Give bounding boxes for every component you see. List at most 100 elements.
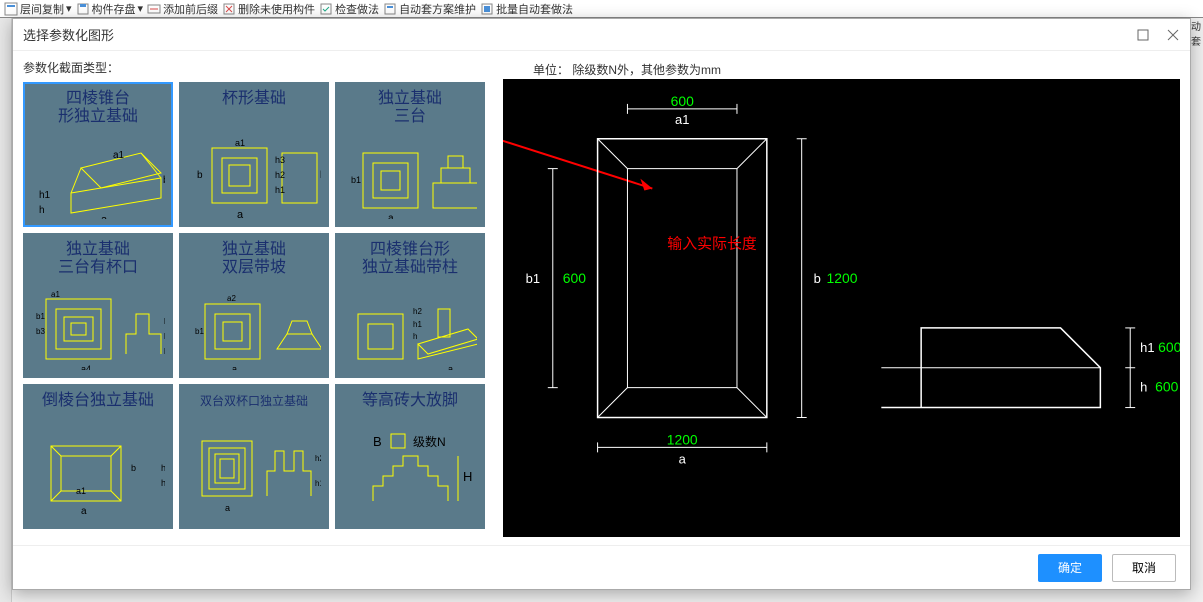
thumbnail-sketch: B 级数N H bbox=[343, 416, 477, 521]
shape-thumbnail[interactable]: 双台双杯口独立基础 a h2 h1 bbox=[179, 384, 329, 529]
thumbnail-sketch: a a1 h1 h b bbox=[31, 128, 165, 219]
svg-text:600: 600 bbox=[1158, 339, 1180, 355]
svg-text:b1: b1 bbox=[195, 327, 204, 336]
shape-thumbnail[interactable]: 独立基础 双层带坡a2b1ab bbox=[179, 233, 329, 378]
unit-label: 单位： 除级数N外，其他参数为mm bbox=[533, 61, 721, 78]
ok-button[interactable]: 确定 bbox=[1038, 554, 1102, 582]
thumbnail-grid: 四棱锥台 形独立基础 a a1 h1 h b 杯形基础 a b a1 h3 h2 h1 h 独立基础 三台 a… bbox=[23, 82, 493, 537]
thumbnail-title: 倒棱台独立基础 bbox=[25, 392, 171, 410]
thumbnail-sketch: a1abh2h1 bbox=[31, 416, 165, 521]
thumbnail-sketch: a2b1ab bbox=[187, 279, 321, 370]
svg-text:h1: h1 bbox=[315, 479, 321, 488]
thumbnail-title: 等高砖大放脚 bbox=[337, 392, 483, 410]
shape-thumbnail[interactable]: 独立基础 三台ab1h3h2h1 bbox=[335, 82, 485, 227]
svg-text:a1: a1 bbox=[235, 138, 245, 148]
right-side-strip: 动套 bbox=[1191, 18, 1203, 58]
svg-text:a1: a1 bbox=[51, 290, 60, 299]
thumbnail-title: 独立基础 三台有杯口 bbox=[25, 241, 171, 277]
svg-text:h1: h1 bbox=[275, 185, 285, 195]
toolbar-label: 构件存盘 bbox=[92, 1, 136, 17]
thumbnail-title: 四棱锥台 形独立基础 bbox=[25, 90, 171, 126]
thumbnail-title: 双台双杯口独立基础 bbox=[181, 392, 327, 410]
close-icon[interactable] bbox=[1166, 28, 1180, 42]
toolbar-item[interactable]: 添加前后缀 bbox=[147, 1, 218, 17]
svg-text:h2: h2 bbox=[164, 332, 165, 341]
svg-text:h: h bbox=[413, 332, 417, 341]
svg-text:600: 600 bbox=[563, 270, 586, 286]
thumbnail-title: 杯形基础 bbox=[181, 90, 327, 108]
svg-text:h: h bbox=[1140, 380, 1147, 395]
toolbar-item[interactable]: 检查做法 bbox=[319, 1, 379, 17]
svg-text:h3: h3 bbox=[164, 317, 165, 326]
svg-text:B: B bbox=[373, 434, 382, 449]
svg-text:b1: b1 bbox=[36, 312, 45, 321]
toolbar-item[interactable]: 构件存盘 ▾ bbox=[76, 1, 144, 17]
svg-text:级数N: 级数N bbox=[413, 434, 446, 449]
svg-text:h3: h3 bbox=[275, 155, 285, 165]
toolbar-item[interactable]: 删除未使用构件 bbox=[222, 1, 315, 17]
dialog-footer: 确定 取消 bbox=[13, 545, 1190, 589]
maximize-icon[interactable] bbox=[1136, 28, 1150, 42]
svg-text:a: a bbox=[101, 214, 108, 219]
toolbar-item[interactable]: 自动套方案维护 bbox=[383, 1, 476, 17]
svg-text:a: a bbox=[81, 506, 87, 517]
dialog-header: 选择参数化图形 bbox=[13, 19, 1190, 51]
thumbnail-title: 独立基础 三台 bbox=[337, 90, 483, 126]
svg-text:a: a bbox=[448, 364, 453, 370]
thumbnail-sketch: ab1h3h2h1 bbox=[343, 128, 477, 219]
svg-text:H: H bbox=[463, 469, 472, 484]
thumbnail-title: 独立基础 双层带坡 bbox=[181, 241, 327, 277]
svg-text:h1: h1 bbox=[1140, 340, 1154, 355]
section-type-label: 参数化截面类型： bbox=[23, 59, 493, 76]
preview-canvas[interactable]: 600 a1 1200 a b1 600 b 1200 输入实际长度 bbox=[503, 79, 1180, 537]
toolbar-item[interactable]: 批量自动套做法 bbox=[480, 1, 573, 17]
svg-text:a: a bbox=[237, 209, 244, 219]
svg-text:h1: h1 bbox=[164, 347, 165, 356]
shape-thumbnail[interactable]: 四棱锥台 形独立基础 a a1 h1 h b bbox=[23, 82, 173, 227]
toolbar-label: 批量自动套做法 bbox=[496, 1, 573, 17]
shape-thumbnail[interactable]: 杯形基础aba1h3h2h1h bbox=[179, 82, 329, 227]
svg-text:h2: h2 bbox=[315, 454, 321, 463]
thumbnail-sketch: aba1h3h2h1h bbox=[187, 128, 321, 219]
shape-thumbnail[interactable]: 独立基础 三台有杯口 a1 b1 b3 a4 h3 h2 h1 bbox=[23, 233, 173, 378]
svg-text:h2: h2 bbox=[413, 307, 422, 316]
svg-text:a: a bbox=[225, 503, 230, 513]
svg-text:b: b bbox=[814, 271, 821, 286]
dialog-title: 选择参数化图形 bbox=[23, 25, 1136, 44]
toolbar-label: 添加前后缀 bbox=[163, 1, 218, 17]
svg-text:b: b bbox=[163, 175, 165, 186]
shape-thumbnail[interactable]: 四棱锥台形 独立基础带柱h2h1hab bbox=[335, 233, 485, 378]
svg-text:b1: b1 bbox=[351, 175, 361, 185]
svg-text:h2: h2 bbox=[275, 170, 285, 180]
svg-text:a2: a2 bbox=[227, 294, 236, 303]
shape-thumbnail[interactable]: 倒棱台独立基础a1abh2h1 bbox=[23, 384, 173, 529]
svg-text:b: b bbox=[197, 170, 203, 181]
toolbar-label: 自动套方案维护 bbox=[399, 1, 476, 17]
svg-text:1200: 1200 bbox=[827, 270, 858, 286]
thumbnail-title: 四棱锥台形 独立基础带柱 bbox=[337, 241, 483, 277]
svg-text:a4: a4 bbox=[81, 364, 91, 370]
svg-text:a: a bbox=[388, 213, 394, 219]
svg-text:输入实际长度: 输入实际长度 bbox=[667, 235, 757, 252]
cancel-button[interactable]: 取消 bbox=[1112, 554, 1176, 582]
svg-text:a1: a1 bbox=[76, 486, 86, 496]
svg-text:h1: h1 bbox=[39, 190, 51, 201]
svg-text:600: 600 bbox=[1155, 379, 1178, 395]
shape-thumbnail[interactable]: 等高砖大放脚 B 级数N H bbox=[335, 384, 485, 529]
toolbar-label: 删除未使用构件 bbox=[238, 1, 315, 17]
svg-text:h2: h2 bbox=[161, 463, 165, 473]
preview-svg: 600 a1 1200 a b1 600 b 1200 输入实际长度 bbox=[503, 79, 1180, 537]
thumbnail-sketch: a h2 h1 bbox=[187, 416, 321, 521]
left-side-strip bbox=[0, 18, 12, 602]
svg-text:h1: h1 bbox=[413, 320, 422, 329]
toolbar-label: 检查做法 bbox=[335, 1, 379, 17]
thumbnail-panel: 参数化截面类型： 四棱锥台 形独立基础 a a1 h1 h b 杯形基础 a b a1 h3 h2 h1… bbox=[23, 59, 493, 537]
svg-text:b: b bbox=[131, 463, 136, 473]
svg-text:b3: b3 bbox=[36, 327, 45, 336]
svg-text:a1: a1 bbox=[113, 150, 125, 161]
svg-text:h: h bbox=[39, 205, 45, 216]
parametric-shape-dialog: 选择参数化图形 单位： 除级数N外，其他参数为mm 参数化截面类型： 四棱锥台 … bbox=[12, 18, 1191, 590]
svg-text:a: a bbox=[679, 451, 687, 466]
thumbnail-sketch: a1 b1 b3 a4 h3 h2 h1 bbox=[31, 279, 165, 370]
toolbar-item[interactable]: 层间复制 ▾ bbox=[4, 1, 72, 17]
